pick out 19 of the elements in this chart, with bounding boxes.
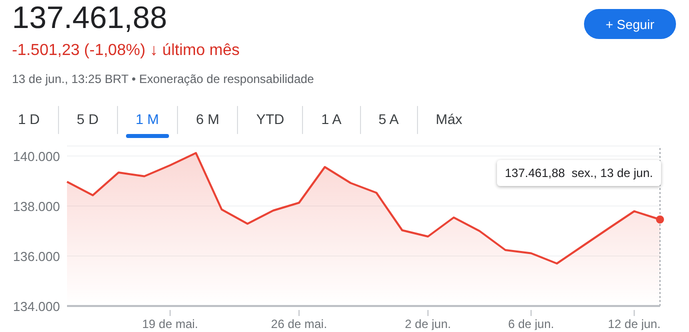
y-tick-label: 140.000: [13, 149, 60, 164]
text: 5 D: [58, 106, 117, 134]
text: 5 A: [360, 106, 417, 134]
y-tick-label: 134.000: [13, 299, 60, 314]
text: 6 M: [176, 106, 238, 134]
text: 1 A: [302, 106, 360, 134]
text: Máx: [416, 106, 480, 134]
chart-title: 137.461,88: [12, 0, 168, 36]
text: YTD: [237, 106, 302, 134]
text: 1 D: [17, 110, 41, 129]
text: 13 de jun., 13:25 BRT • Exoneração de responsabilidade: [12, 72, 314, 86]
annotation: 137.461,88 sex., 13 de jun.: [496, 160, 661, 186]
x-tick-label: 19 de mai.: [142, 317, 198, 331]
text: + Seguir: [584, 9, 676, 39]
y-tick-label: 136.000: [13, 249, 60, 264]
x-tick-label: 26 de mai.: [271, 317, 328, 331]
text: 1 M: [116, 106, 177, 134]
chart-subtitle: -1.501,23 (-1,08%) ↓ último mês: [12, 42, 240, 60]
y-tick-label: 138.000: [13, 199, 60, 214]
